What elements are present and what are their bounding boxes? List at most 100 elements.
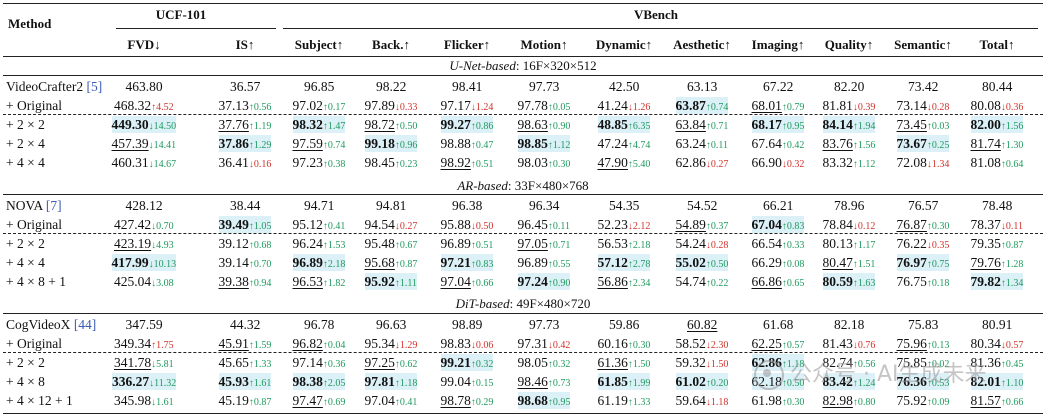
metric-value: 98.92 xyxy=(440,155,471,170)
metric-delta: ↑0.75 xyxy=(926,259,950,270)
dashed-separator xyxy=(3,114,1043,115)
metric-delta: ↑0.74 xyxy=(705,102,729,113)
citation-link[interactable]: [5] xyxy=(86,79,103,94)
table-row: + 2 × 4 457.39↓14.41 37.86↑1.29 97.59↑0.74 9… xyxy=(0,134,1046,153)
metric-delta: ↑0.55 xyxy=(547,259,571,270)
metric-cell: 99.18↑0.96 xyxy=(364,135,418,152)
metric-delta: ↑0.22 xyxy=(705,278,729,289)
metric-cell: 76.87↑0.30 xyxy=(897,216,950,233)
metric-cell: 98.83↓0.06 xyxy=(441,335,494,352)
metric-delta: ↓0.11 xyxy=(1000,221,1024,232)
metric-delta: ↓0.16 xyxy=(248,159,272,170)
metric-value: 98.72 xyxy=(364,117,395,132)
metric-cell: 417.99↓10.13 xyxy=(111,254,177,271)
metric-cell: 97.89↓0.33 xyxy=(365,97,418,114)
metric-value: 423.19 xyxy=(114,236,152,251)
section-architecture: DiT-based xyxy=(455,296,510,311)
metric-cell: 98.88↑0.47 xyxy=(441,135,494,152)
metric-delta: ↑1.61 xyxy=(248,378,272,389)
metric-cell: 84.14↑1.94 xyxy=(822,116,876,133)
metric-value: 98.68 xyxy=(517,393,548,408)
wechat-icon xyxy=(754,360,784,390)
metric-value: 80.59 xyxy=(822,274,853,289)
metric-cell: 45.19↑0.87 xyxy=(219,392,272,409)
metric-value: 37.86 xyxy=(218,136,249,151)
metric-value: 96.85 xyxy=(304,79,335,94)
metric-value: 80.13 xyxy=(822,236,853,251)
column-header: Quality↑ xyxy=(824,37,874,52)
method-cell: + Original xyxy=(6,336,62,351)
metric-cell: 463.80 xyxy=(126,78,163,95)
metric-value: 78.37 xyxy=(970,217,1001,232)
metric-value: 95.12 xyxy=(292,217,323,232)
metric-value: 94.81 xyxy=(376,198,407,213)
metric-value: 82.74 xyxy=(822,355,853,370)
metric-delta: ↑0.18 xyxy=(926,278,950,289)
metric-value: 97.23 xyxy=(292,155,323,170)
metric-cell: 37.86↑1.29 xyxy=(218,135,272,152)
metric-cell: 83.76↑1.56 xyxy=(823,135,876,152)
method-name: VideoCrafter2 xyxy=(6,79,84,94)
metric-cell: 82.18 xyxy=(834,316,864,333)
section-label: AR-based: 33F×480×768 xyxy=(0,178,1046,194)
metric-delta: ↓0.36 xyxy=(1000,102,1024,113)
metric-cell: 96.53↑1.82 xyxy=(293,273,346,290)
metric-value: 67.22 xyxy=(763,79,794,94)
metric-cell: 97.78↑0.05 xyxy=(518,97,571,114)
metric-delta: ↑0.05 xyxy=(547,102,571,113)
metric-value: 63.87 xyxy=(675,98,706,113)
method-name: + 4 × 4 xyxy=(6,255,45,270)
metric-value: 460.31 xyxy=(111,155,149,170)
metric-value: 98.63 xyxy=(517,117,548,132)
metric-delta: ↑0.30 xyxy=(547,159,571,170)
metric-value: 79.76 xyxy=(970,255,1001,270)
metric-cell: 82.74↑0.56 xyxy=(823,354,876,371)
metric-cell: 76.97↑0.75 xyxy=(896,254,950,271)
metric-delta: ↓0.70 xyxy=(151,221,174,232)
metric-delta: ↑0.23 xyxy=(394,159,418,170)
metric-value: 82.01 xyxy=(970,374,1001,389)
method-name: + 4 × 12 + 1 xyxy=(6,393,73,408)
metric-value: 78.48 xyxy=(982,198,1013,213)
metric-cell: 67.04↑0.83 xyxy=(751,216,805,233)
citation-link[interactable]: [7] xyxy=(45,198,62,213)
method-cell: + Original xyxy=(6,98,62,113)
metric-delta: ↑0.02 xyxy=(926,359,950,370)
metric-cell: 81.08↑0.64 xyxy=(971,154,1024,171)
section-config: : 33F×480×768 xyxy=(507,178,589,193)
metric-cell: 95.34↓1.29 xyxy=(365,335,418,352)
metric-delta: ↑0.95 xyxy=(781,121,805,132)
metric-cell: 66.21 xyxy=(763,197,793,214)
metric-cell: 98.78↑0.29 xyxy=(441,392,494,409)
metric-cell: 78.96 xyxy=(834,197,864,214)
metric-cell: 82.01↑1.10 xyxy=(970,373,1024,390)
method-cell: + 2 × 2 xyxy=(6,236,45,251)
metric-delta: ↓3.08 xyxy=(151,278,174,289)
metric-cell: 98.92↑0.51 xyxy=(441,154,494,171)
metric-value: 98.89 xyxy=(452,317,483,332)
metric-cell: 81.36↑0.45 xyxy=(971,354,1024,371)
method-name: + Original xyxy=(6,217,62,232)
metric-value: 39.14 xyxy=(218,255,249,270)
metric-value: 97.05 xyxy=(517,236,548,251)
metric-delta: ↑0.37 xyxy=(705,221,729,232)
metric-value: 349.34 xyxy=(114,336,152,351)
metric-delta: ↑2.34 xyxy=(627,278,651,289)
metric-value: 417.99 xyxy=(111,255,149,270)
metric-delta: ↑0.83 xyxy=(781,221,805,232)
citation-link[interactable]: [44] xyxy=(73,317,97,332)
metric-cell: 75.92↑0.09 xyxy=(897,392,950,409)
metric-value: 99.21 xyxy=(440,355,471,370)
metric-value: 45.65 xyxy=(218,355,249,370)
metric-value: 54.74 xyxy=(675,274,706,289)
metric-value: 61.68 xyxy=(763,317,794,332)
metric-cell: 78.48 xyxy=(982,197,1012,214)
metric-value: 95.48 xyxy=(364,236,395,251)
metric-value: 66.29 xyxy=(751,255,782,270)
metric-cell: 67.64↑0.42 xyxy=(752,135,805,152)
metric-delta: ↑0.04 xyxy=(322,340,346,351)
metric-value: 61.36 xyxy=(597,355,628,370)
metric-cell: 52.23↓2.12 xyxy=(598,216,651,233)
metric-value: 54.35 xyxy=(609,198,640,213)
metric-value: 79.35 xyxy=(970,236,1001,251)
